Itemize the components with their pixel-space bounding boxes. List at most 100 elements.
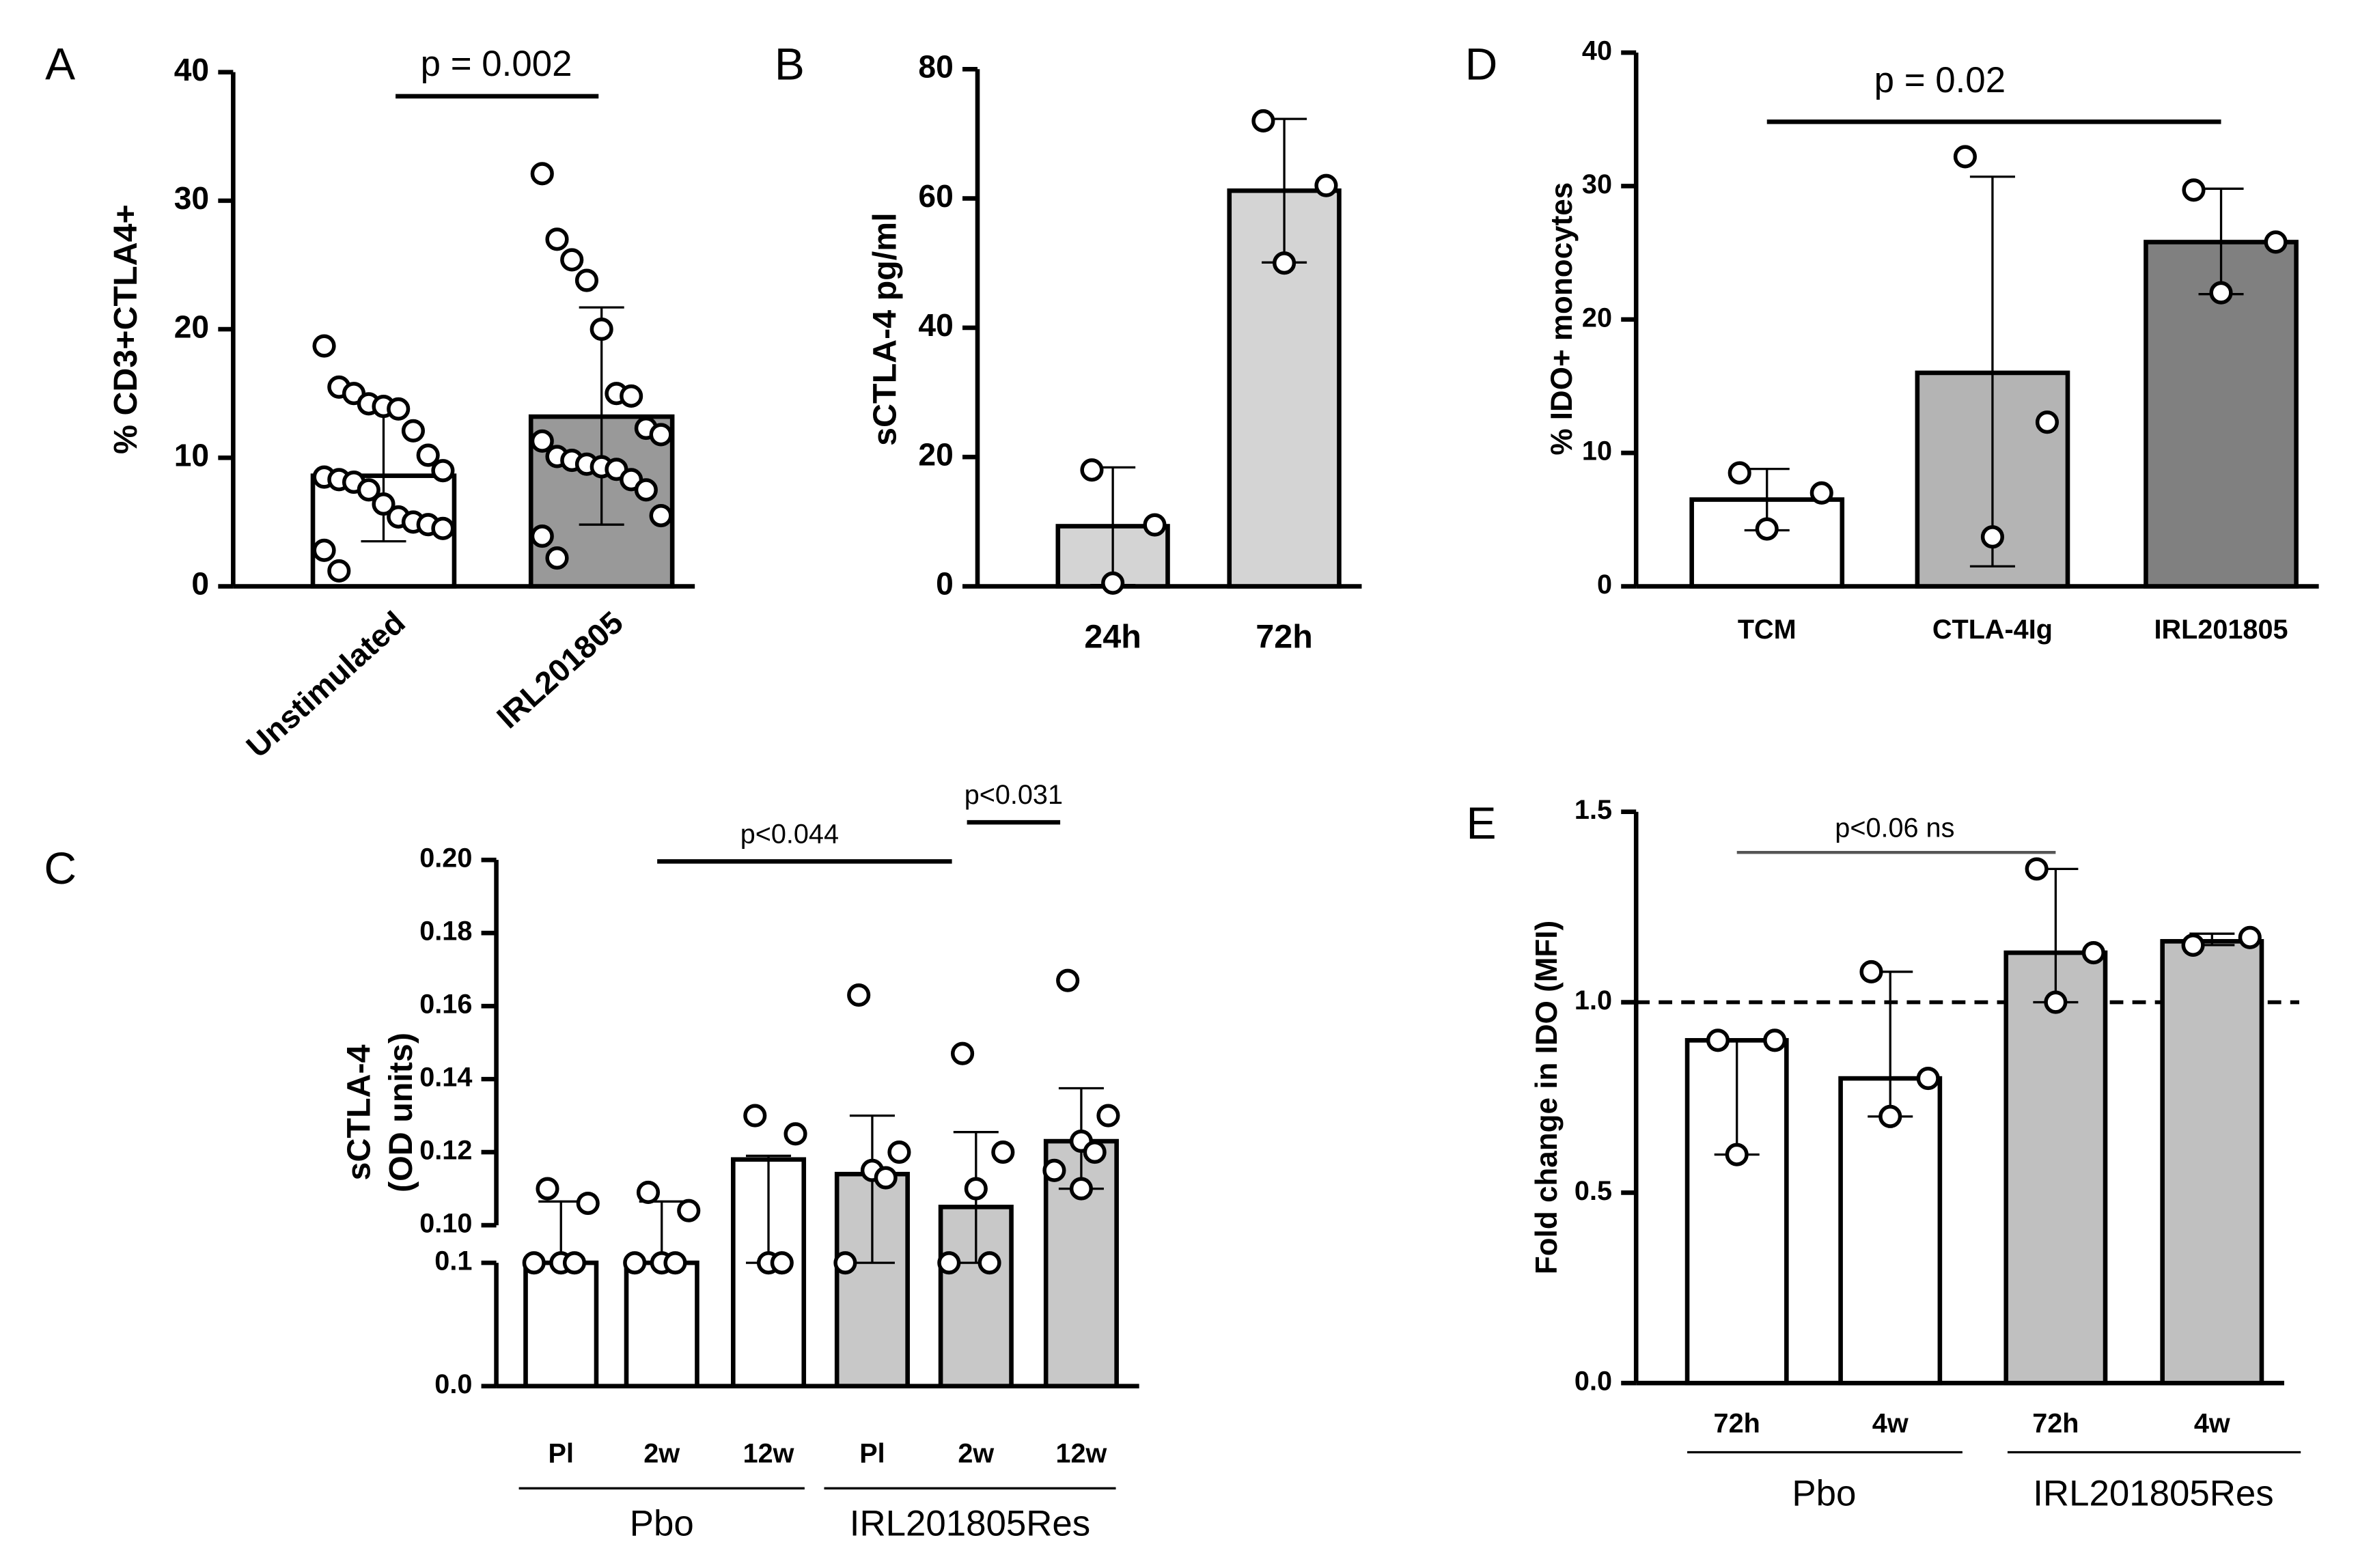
panel-letter: D — [1465, 38, 1498, 89]
data-point — [1953, 145, 1977, 169]
y-tick-label: 0.14 — [419, 1063, 472, 1093]
data-point — [2035, 410, 2059, 434]
x-tick-label: 12w — [743, 1438, 794, 1468]
x-tick-label: TCM — [1738, 615, 1797, 645]
bar — [834, 1171, 910, 1388]
x-tick-label: 72h — [1714, 1408, 1760, 1438]
x-tick-label: 4w — [1872, 1408, 1909, 1438]
data-point — [1143, 513, 1167, 537]
data-point — [770, 1251, 794, 1275]
data-point — [937, 1251, 961, 1275]
y-axis-label: Fold change in IDO (MFI) — [1530, 921, 1564, 1274]
data-point — [1314, 173, 1338, 197]
y-tick-label: 1.5 — [1575, 795, 1612, 825]
data-point — [1725, 1143, 1749, 1166]
data-point — [620, 384, 643, 408]
y-tick-label: 30 — [174, 180, 209, 216]
data-point — [677, 1199, 701, 1222]
y-tick-label: 40 — [1582, 36, 1612, 66]
y-tick-label: 0 — [1597, 570, 1612, 600]
x-tick-label: 24h — [1084, 618, 1141, 655]
group-label: IRL201805Res — [850, 1503, 1090, 1543]
y-tick-label: 40 — [174, 52, 209, 87]
y-tick-label: 0.12 — [419, 1136, 472, 1166]
significance-label: p = 0.02 — [1874, 60, 2006, 100]
data-point — [431, 516, 455, 540]
panel-letter: A — [45, 38, 75, 89]
data-point — [887, 1140, 911, 1164]
significance-label: p<0.06 ns — [1835, 813, 1954, 843]
data-point — [634, 478, 658, 502]
data-point — [1042, 1158, 1066, 1182]
data-point — [1083, 1140, 1107, 1164]
y-axis-label: % CD3+CTLA4+ — [107, 204, 144, 454]
data-point — [2238, 925, 2262, 949]
y-tick-label: 0.18 — [419, 916, 472, 947]
group-label: Pbo — [1792, 1473, 1856, 1513]
y-axis-label: sCTLA-4 — [340, 1044, 377, 1180]
x-tick-label: IRL201805 — [490, 604, 630, 736]
data-point — [623, 1251, 647, 1275]
y-axis-label: sCTLA-4 pg/ml — [867, 212, 904, 446]
data-point — [1080, 458, 1104, 482]
y-tick-label: 30 — [1582, 169, 1612, 199]
data-point — [372, 492, 396, 516]
data-point — [847, 983, 871, 1007]
bar — [624, 1260, 699, 1388]
data-point — [649, 503, 673, 528]
data-point — [401, 419, 426, 443]
data-point — [1056, 968, 1080, 992]
significance-label: p<0.044 — [740, 819, 839, 849]
data-point — [1859, 960, 1883, 984]
data-point — [357, 478, 380, 502]
x-tick-label: 12w — [1055, 1438, 1107, 1468]
x-tick-label: 4w — [2194, 1408, 2230, 1438]
data-point — [576, 1191, 600, 1216]
data-point — [1101, 571, 1125, 595]
data-point — [783, 1122, 807, 1146]
y-tick-label: 0 — [191, 566, 209, 602]
data-point — [1916, 1067, 1940, 1091]
y-tick-label: 20 — [1582, 303, 1612, 333]
data-point — [663, 1251, 687, 1275]
data-point — [1069, 1177, 1093, 1201]
bar — [2003, 950, 2108, 1386]
significance-label: p = 0.002 — [421, 44, 572, 84]
panel-letter: E — [1466, 798, 1496, 848]
data-point — [874, 1166, 898, 1190]
data-point — [312, 334, 336, 358]
x-tick-label: Pl — [549, 1438, 574, 1468]
data-point — [833, 1251, 857, 1275]
data-point — [2044, 990, 2068, 1014]
bar — [1838, 1076, 1943, 1386]
data-point — [431, 459, 455, 483]
panel-letter: B — [775, 38, 805, 89]
data-point — [1878, 1104, 1902, 1128]
data-point — [562, 1251, 587, 1275]
data-point — [387, 397, 411, 421]
x-tick-label: Pl — [859, 1438, 885, 1468]
data-point — [1763, 1028, 1787, 1052]
y-tick-label: 0.20 — [419, 843, 472, 873]
y-tick-label: 10 — [1582, 436, 1612, 466]
y-tick-label: 40 — [918, 307, 953, 343]
data-point — [964, 1177, 988, 1201]
data-point — [574, 268, 599, 292]
data-point — [327, 559, 351, 583]
data-point — [545, 227, 569, 251]
data-point — [2181, 933, 2205, 957]
data-point — [636, 1180, 661, 1205]
y-tick-label: 20 — [918, 436, 953, 472]
y-axis-label: (OD units) — [383, 1033, 419, 1192]
panel-letter: C — [44, 843, 77, 893]
x-tick-label: 2w — [643, 1438, 680, 1468]
y-axis-label: % IDO+ monocytes — [1545, 182, 1579, 456]
y-tick-label: 0.16 — [419, 990, 472, 1020]
data-point — [312, 538, 336, 562]
data-point — [1251, 109, 1275, 133]
data-point — [530, 524, 554, 548]
data-point — [2025, 857, 2049, 881]
data-point — [2264, 230, 2288, 254]
bar — [523, 1260, 599, 1388]
